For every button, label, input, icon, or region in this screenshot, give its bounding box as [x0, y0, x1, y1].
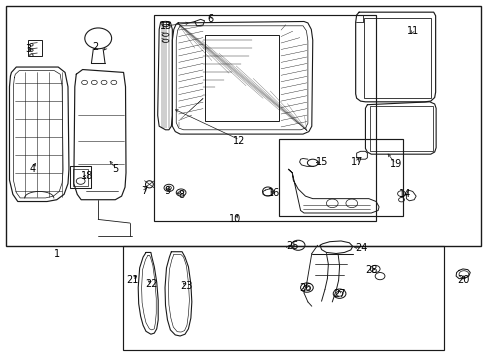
Text: 9: 9 [164, 186, 170, 197]
Text: 17: 17 [350, 157, 362, 167]
Text: 18: 18 [81, 171, 93, 181]
Text: 22: 22 [145, 279, 158, 289]
Text: 21: 21 [126, 275, 138, 285]
Text: 4: 4 [29, 164, 35, 174]
Bar [5, 6, 480, 246]
Text: 2: 2 [92, 42, 99, 52]
Text: 11: 11 [406, 26, 418, 36]
Text: 3: 3 [25, 44, 32, 54]
Text: 20: 20 [457, 275, 469, 285]
Text: 25: 25 [285, 241, 298, 251]
Text: 27: 27 [333, 289, 345, 299]
Text: 16: 16 [267, 188, 279, 198]
Text: 5: 5 [112, 164, 118, 174]
Text: 12: 12 [233, 136, 245, 145]
Text: 14: 14 [399, 189, 411, 199]
Bar [73, 169, 88, 186]
Bar [205, 35, 278, 121]
Text: 13: 13 [160, 21, 172, 31]
Text: 10: 10 [228, 215, 241, 224]
Bar [369, 107, 432, 151]
Text: 28: 28 [365, 265, 377, 275]
Bar [122, 246, 444, 350]
Text: 26: 26 [299, 283, 311, 293]
Bar [154, 15, 375, 221]
Bar [363, 18, 430, 98]
Text: 19: 19 [389, 159, 401, 169]
Text: 24: 24 [355, 243, 367, 253]
Text: 7: 7 [141, 186, 147, 196]
Bar [278, 139, 402, 216]
Text: 23: 23 [180, 281, 192, 291]
Text: 1: 1 [54, 248, 60, 258]
Text: 6: 6 [207, 14, 213, 24]
Text: 8: 8 [178, 190, 184, 200]
Bar [70, 166, 91, 188]
Bar [27, 40, 42, 56]
Text: 15: 15 [316, 157, 328, 167]
